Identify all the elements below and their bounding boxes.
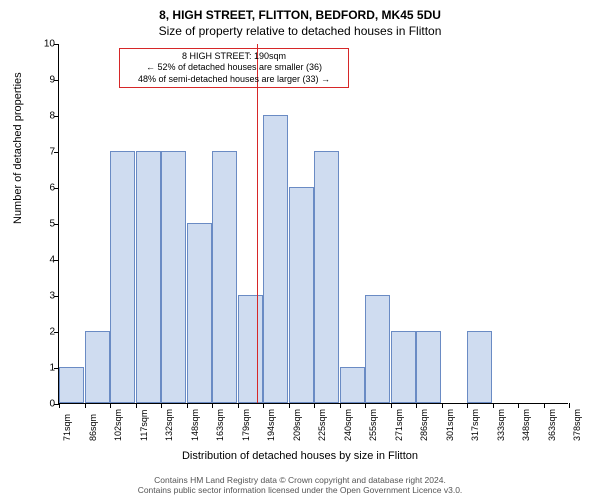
y-tick-mark [54, 152, 59, 153]
annotation-line3: 48% of semi-detached houses are larger (… [124, 74, 344, 85]
y-tick-mark [54, 44, 59, 45]
x-tick-mark [238, 403, 239, 408]
y-tick-label: 6 [29, 183, 55, 194]
y-tick-mark [54, 260, 59, 261]
x-tick-mark [59, 403, 60, 408]
x-axis-label: Distribution of detached houses by size … [0, 450, 600, 462]
x-tick-mark [161, 403, 162, 408]
y-tick-mark [54, 368, 59, 369]
footer-line2: Contains public sector information licen… [138, 485, 463, 495]
y-tick-label: 10 [29, 39, 55, 50]
histogram-bar [467, 331, 492, 403]
y-axis-label: Number of detached properties [12, 72, 24, 224]
x-tick-mark [289, 403, 290, 408]
footer-line1: Contains HM Land Registry data © Crown c… [154, 475, 446, 485]
histogram-bar [391, 331, 416, 403]
y-tick-label: 2 [29, 327, 55, 338]
y-tick-mark [54, 116, 59, 117]
x-tick-mark [365, 403, 366, 408]
histogram-bar [263, 115, 288, 403]
histogram-bar [238, 295, 263, 403]
y-tick-label: 1 [29, 363, 55, 374]
x-tick-mark [85, 403, 86, 408]
x-tick-mark [110, 403, 111, 408]
histogram-bar [187, 223, 212, 403]
histogram-bar [161, 151, 186, 403]
chart-plot-area: 01234567891071sqm86sqm102sqm117sqm132sqm… [58, 44, 568, 404]
x-tick-mark [314, 403, 315, 408]
y-tick-mark [54, 296, 59, 297]
histogram-bar [365, 295, 390, 403]
x-tick-mark [442, 403, 443, 408]
histogram-bar [59, 367, 84, 403]
x-tick-mark [263, 403, 264, 408]
x-tick-mark [340, 403, 341, 408]
subtitle: Size of property relative to detached ho… [0, 22, 600, 42]
footer-attribution: Contains HM Land Registry data © Crown c… [0, 475, 600, 496]
histogram-bar [314, 151, 339, 403]
x-tick-mark [416, 403, 417, 408]
x-tick-mark [212, 403, 213, 408]
y-tick-mark [54, 332, 59, 333]
address-title: 8, HIGH STREET, FLITTON, BEDFORD, MK45 5… [0, 0, 600, 22]
x-tick-mark [493, 403, 494, 408]
y-tick-label: 8 [29, 111, 55, 122]
x-tick-mark [569, 403, 570, 408]
histogram-bar [136, 151, 161, 403]
histogram-bar [416, 331, 441, 403]
x-tick-mark [518, 403, 519, 408]
x-tick-mark [187, 403, 188, 408]
x-tick-mark [136, 403, 137, 408]
histogram-bar [212, 151, 237, 403]
histogram-bar [340, 367, 365, 403]
y-tick-label: 0 [29, 399, 55, 410]
property-marker-line [257, 44, 258, 403]
x-tick-mark [467, 403, 468, 408]
y-tick-mark [54, 224, 59, 225]
histogram-bar [110, 151, 135, 403]
y-tick-mark [54, 80, 59, 81]
y-tick-label: 9 [29, 75, 55, 86]
y-tick-label: 4 [29, 255, 55, 266]
x-tick-mark [544, 403, 545, 408]
y-tick-label: 5 [29, 219, 55, 230]
x-tick-mark [391, 403, 392, 408]
y-tick-mark [54, 188, 59, 189]
histogram-bar [289, 187, 314, 403]
histogram-bar [85, 331, 110, 403]
y-tick-label: 3 [29, 291, 55, 302]
y-tick-label: 7 [29, 147, 55, 158]
annotation-line1: 8 HIGH STREET: 190sqm [124, 51, 344, 62]
annotation-line2: ← 52% of detached houses are smaller (36… [124, 62, 344, 73]
annotation-box: 8 HIGH STREET: 190sqm← 52% of detached h… [119, 48, 349, 88]
